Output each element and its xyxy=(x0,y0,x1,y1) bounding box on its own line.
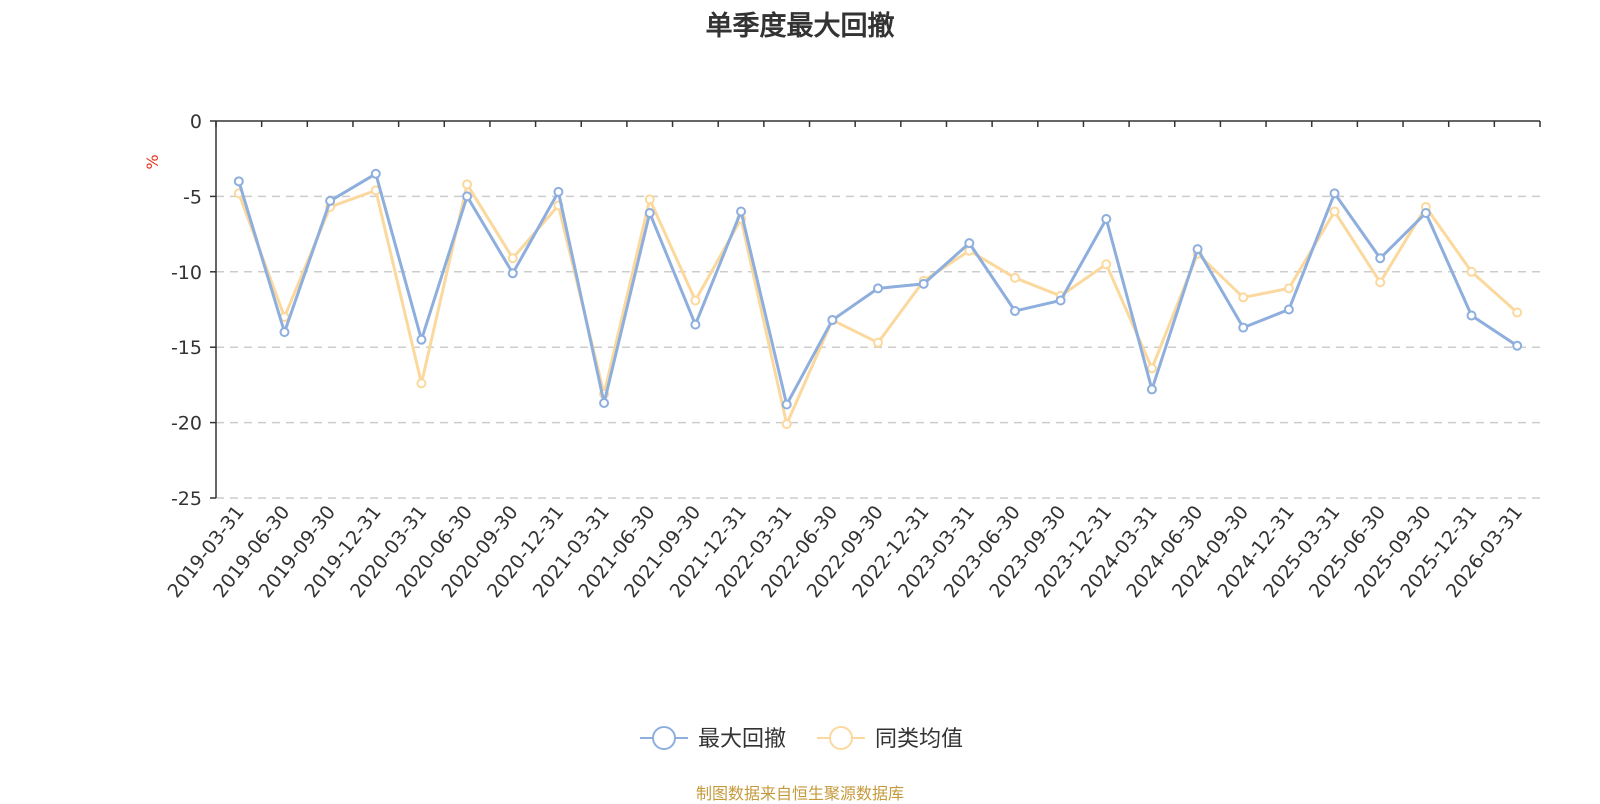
legend-item[interactable]: 最大回撤 xyxy=(640,726,786,752)
y-tick-label: -10 xyxy=(171,262,202,284)
data-point xyxy=(873,337,883,348)
data-point xyxy=(370,168,381,179)
data-point xyxy=(1329,188,1340,199)
data-point xyxy=(1238,292,1249,303)
data-point xyxy=(1009,272,1020,283)
data-point xyxy=(1512,340,1523,351)
data-point xyxy=(827,315,838,326)
data-point xyxy=(644,194,655,205)
data-point xyxy=(462,191,473,202)
series-2 xyxy=(233,179,1523,430)
data-point xyxy=(233,176,244,187)
data-point xyxy=(416,378,427,389)
legend-item[interactable]: 同类均值 xyxy=(817,726,963,752)
data-point xyxy=(599,397,610,408)
data-point xyxy=(1466,266,1477,277)
data-point xyxy=(781,399,792,410)
data-point xyxy=(736,206,747,217)
series-1 xyxy=(233,168,1523,410)
data-point xyxy=(1009,306,1020,317)
y-axis-unit-label: % xyxy=(143,154,162,169)
data-point xyxy=(1375,253,1386,264)
data-point xyxy=(1466,310,1477,321)
y-tick-label: -15 xyxy=(171,337,202,359)
series-layer xyxy=(233,168,1523,430)
data-point xyxy=(644,207,655,218)
data-point xyxy=(1420,207,1431,218)
legend-marker-icon xyxy=(829,726,853,750)
data-point xyxy=(1329,206,1340,217)
y-tick-label: -5 xyxy=(183,186,202,208)
data-point xyxy=(462,179,473,190)
data-point xyxy=(1146,363,1157,374)
data-point xyxy=(690,295,701,306)
data-point xyxy=(873,283,883,294)
data-point xyxy=(279,327,290,338)
data-point xyxy=(325,195,336,206)
legend-label: 最大回撤 xyxy=(698,727,786,752)
data-point xyxy=(918,278,929,289)
data-point xyxy=(1055,295,1066,306)
y-tick-label: -25 xyxy=(171,488,202,510)
data-point xyxy=(1375,277,1386,288)
legend-marker-icon xyxy=(652,726,676,750)
data-point xyxy=(964,238,975,249)
data-point xyxy=(781,419,792,430)
data-point xyxy=(553,186,564,197)
legend[interactable]: 最大回撤 同类均值 xyxy=(640,726,963,752)
y-tick-label: 0 xyxy=(190,111,202,133)
data-point xyxy=(507,253,518,264)
data-point xyxy=(1146,384,1157,395)
data-point xyxy=(1192,244,1203,255)
chart-title: 单季度最大回撤 xyxy=(705,11,895,42)
data-point xyxy=(1283,304,1294,315)
data-point xyxy=(1512,307,1523,318)
data-source-note: 制图数据来自恒生聚源数据库 xyxy=(695,784,904,803)
axes: 0-5-10-15-20-252019-03-312019-06-302019-… xyxy=(163,111,1541,602)
data-point xyxy=(416,334,427,345)
data-point xyxy=(1283,283,1294,294)
legend-label: 同类均值 xyxy=(875,727,963,752)
data-point xyxy=(1238,322,1249,333)
data-point xyxy=(690,319,701,330)
data-point xyxy=(1101,259,1112,270)
data-point xyxy=(1101,214,1112,225)
data-point xyxy=(507,268,518,279)
y-tick-label: -20 xyxy=(171,413,202,435)
